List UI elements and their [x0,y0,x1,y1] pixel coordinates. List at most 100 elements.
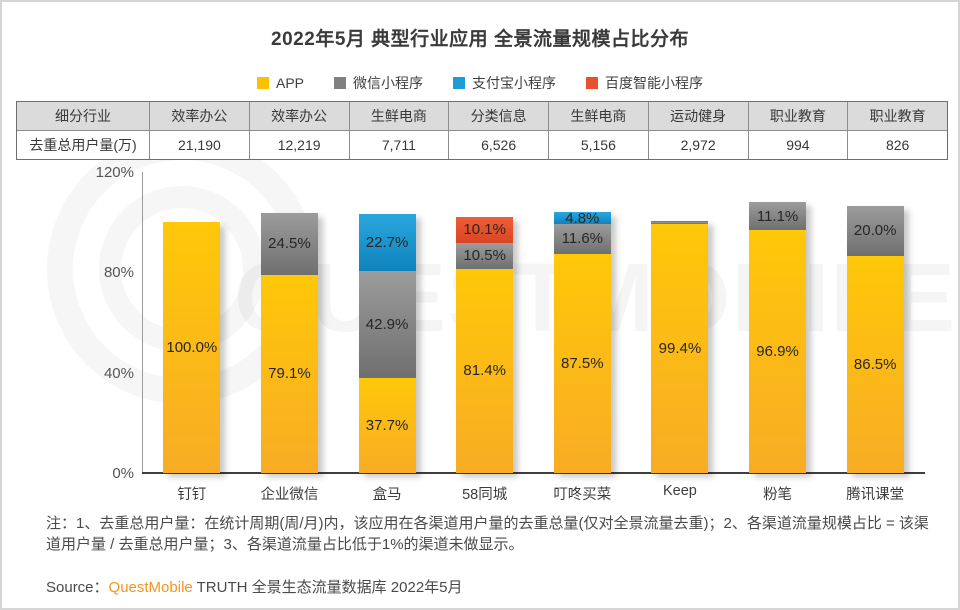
table-cell: 生鲜电商 [548,102,648,130]
bar-segment-app: 37.7% [358,378,416,473]
bar-4: 81.4% 10.5% 10.1% [456,217,514,473]
table-cell: 职业教育 [847,102,947,130]
bar-segment-app: 86.5% [846,256,904,473]
table-cell: 12,219 [248,130,349,159]
segment-label: 42.9% [365,316,409,334]
legend-swatch-icon [453,77,465,89]
table-cell: 994 [747,130,848,159]
source-brand: QuestMobile [108,579,193,596]
legend-item-2: 微信小程序 [334,73,423,93]
y-axis-tick: 80% [103,264,134,282]
page-title: 2022年5月 典型行业应用 全景流量规模占比分布 [271,29,689,50]
segment-label: 4.8% [565,209,600,227]
y-axis-tick: 40% [103,364,134,382]
segment-label: 22.7% [365,233,409,251]
source-line: Source：QuestMobile TRUTH 全景生态流量数据库 2022年… [46,576,463,597]
footnote: 注：1、去重总用户量：在统计周期(周/月)内，该应用在各渠道用户量的去重总量(仅… [46,515,929,554]
bar-6: 99.4% [651,220,709,473]
bar-3: 37.7% 42.9% 22.7% [358,213,416,473]
bar-segment-wechat: 20.0% [846,205,904,257]
bar-segment-wechat: 24.5% [260,213,318,275]
table-cell: 7,711 [348,130,449,159]
source-suffix: TRUTH 全景生态流量数据库 2022年5月 [192,579,463,596]
legend-label: APP [275,75,304,91]
table-cell: 5,156 [548,130,648,159]
table-cell: 职业教育 [747,102,848,130]
bar-segment-baidu: 10.1% [456,217,514,243]
table-cell: 2,972 [647,130,748,159]
x-axis-line [142,472,925,474]
segment-label: 99.4% [658,339,702,357]
bar-slot: 87.5% 11.6% 4.8% [534,172,632,473]
bar-slot: 86.5% 20.0% [826,172,924,473]
legend-label: 支付宝小程序 [472,75,556,91]
row-header-cell: 细分行业 [17,102,149,130]
y-axis-tick: 0% [112,465,134,482]
segment-label: 11.1% [756,207,799,225]
table-cell: 效率办公 [149,102,249,130]
table-cell: 生鲜电商 [348,102,449,130]
x-axis-label: 钉钉 [177,487,207,503]
bar-segment-wechat: 10.5% [456,242,514,269]
bar-segment-app: 100.0% [163,222,221,473]
bar-slot: 37.7% 42.9% 22.7% [338,172,436,473]
row-header-cell: 去重总用户量(万) [17,130,149,159]
bar-segment-app: 79.1% [260,274,318,473]
segment-label: 79.1% [268,365,311,383]
x-axis-label: 腾讯课堂 [846,487,905,503]
legend-swatch-icon [334,77,346,89]
table-row-2: 去重总用户量(万) 21,190 12,219 7,711 6,526 5,156 2,97… [17,130,947,159]
segment-label: 37.7% [365,417,409,435]
segment-label: 81.4% [463,362,506,380]
segment-label: 20.0% [853,222,897,240]
x-axis-label: 盒马 [372,487,402,503]
industry-table: 细分行业 效率办公 效率办公 生鲜电商 分类信息 生鲜电商 运动健身 职业教育 职业教育 去重总用… [16,101,948,160]
bar-5: 87.5% 11.6% 4.8% [553,209,611,473]
x-axis-label: 叮咚买菜 [553,487,612,503]
segment-label: 87.5% [561,354,604,372]
bar-segment-app: 81.4% [456,268,514,473]
x-axis-labels: 钉钉 企业微信 盒马 58同城 叮咚买菜 Keep 粉笔 腾讯课堂 [143,483,924,504]
bar-slot: 81.4% 10.5% 10.1% [436,172,534,473]
table-cell: 6,526 [448,130,548,159]
segment-label: 10.1% [463,221,506,239]
y-axis-line [142,172,143,473]
bar-segment-wechat: 11.1% [749,202,807,230]
bar-1: 100.0% [163,222,221,473]
table-cell: 运动健身 [647,102,748,130]
table-cell: 分类信息 [448,102,548,130]
segment-label: 100.0% [166,339,218,357]
table-cell: 21,190 [149,130,249,159]
legend-label: 微信小程序 [353,75,423,91]
legend-label: 百度智能小程序 [605,75,703,91]
legend-swatch-icon [256,77,269,89]
table-cell: 826 [847,130,947,159]
bar-slot: 100.0% [143,172,241,473]
bar-7: 96.9% 11.1% [749,202,807,473]
y-axis-tick: 120% [95,164,134,181]
segment-label: 86.5% [853,356,897,374]
legend-item-4: 百度智能小程序 [586,73,703,93]
segment-label: 11.6% [561,230,604,248]
x-axis-label: Keep [663,483,697,499]
bar-slot: 99.4% [631,172,729,473]
table-cell: 效率办公 [248,102,349,130]
bar-segment-wechat: 42.9% [358,270,416,379]
bar-segment-app: 96.9% [749,229,807,473]
legend-item-1: APP [256,75,304,91]
table-row-1: 细分行业 效率办公 效率办公 生鲜电商 分类信息 生鲜电商 运动健身 职业教育 职业教育 [17,102,947,130]
bar-segment-app: 87.5% [553,253,611,473]
legend-item-3: 支付宝小程序 [453,73,556,93]
bar-segment-wechat [651,222,709,224]
bar-segment-app: 99.4% [651,223,709,473]
x-axis-label: 企业微信 [260,487,319,503]
bar-segment-alipay: 22.7% [358,213,416,271]
x-axis-label: 粉笔 [763,487,793,503]
segment-label: 96.9% [756,342,799,360]
segment-label: 24.5% [268,235,311,253]
bar-segment-baidu [651,220,709,223]
bar-slot: 96.9% 11.1% [729,172,827,473]
x-axis-label: 58同城 [462,487,508,503]
segment-label: 10.5% [463,247,506,265]
bar-8: 86.5% 20.0% [846,205,904,473]
